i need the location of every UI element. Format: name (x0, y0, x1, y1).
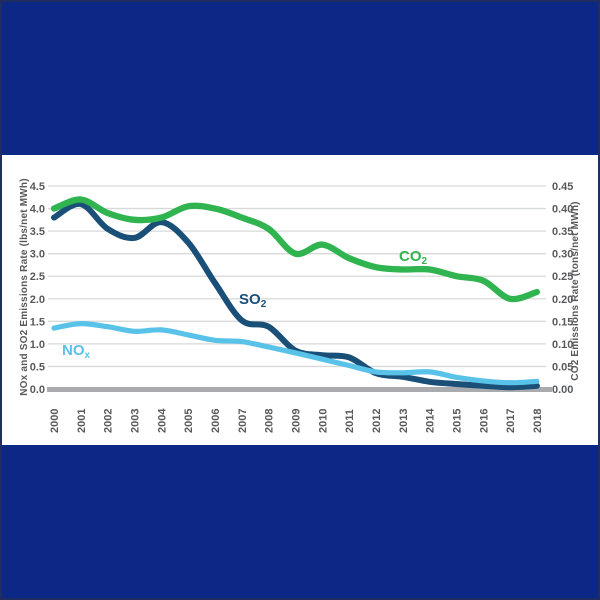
right-axis-tick-label: 0.30 (552, 249, 573, 261)
right-axis-tick-label: 0.25 (552, 271, 573, 283)
x-axis-tick-label: 2005 (183, 409, 195, 433)
right-axis-tick-label: 0.00 (552, 384, 573, 396)
series-line-nox (51, 320, 540, 386)
right-axis-title: CO2 Emissions Rate (tons/net MWh) (570, 201, 581, 380)
x-axis-tick-label: 2008 (264, 409, 276, 433)
x-axis-tick-label: 2013 (398, 409, 410, 433)
series-lines (50, 196, 541, 391)
left-axis-tick-label: 2.5 (30, 271, 45, 283)
x-axis-tick-label: 2016 (478, 409, 490, 433)
left-axis-tick-label: 2.0 (30, 294, 45, 306)
x-axis-tick-label: 2007 (237, 409, 249, 433)
right-axis-tick-label: 0.20 (552, 294, 573, 306)
x-axis-tick-label: 2017 (505, 409, 517, 433)
x-axis-tick-label: 2000 (49, 409, 61, 433)
left-axis-tick-label: 1.5 (30, 316, 45, 328)
x-axis-tick-label: 2011 (344, 409, 356, 433)
right-axis-tick-label: 0.40 (552, 204, 573, 216)
left-axis-tick-label: 4.5 (30, 181, 45, 193)
x-axis-tick-label: 2002 (103, 409, 115, 433)
right-axis-tick-label: 0.15 (552, 316, 573, 328)
x-axis-tick-label: 2015 (451, 409, 463, 433)
x-axis-tick-label: 2004 (156, 408, 168, 433)
x-axis-tick-label: 2014 (425, 408, 437, 433)
left-axis-title: NOx and SO2 Emissions Rate (lbs/net MWh) (19, 178, 30, 395)
left-axis-tick-label: 4.0 (30, 204, 45, 216)
series-labels: SO2 NOx CO2 (62, 248, 428, 361)
left-axis-tick-label: 0.5 (30, 361, 45, 373)
right-axis-tick-label: 0.10 (552, 339, 573, 351)
right-axis-tick-label: 0.05 (552, 361, 573, 373)
x-axis-tick-label: 2010 (317, 409, 329, 433)
left-axis-tick-label: 1.0 (30, 339, 45, 351)
series-line-co2 (50, 196, 541, 303)
left-axis-tick-label: 3.5 (30, 226, 45, 238)
x-axis-tick-label: 2018 (532, 409, 544, 433)
right-axis-tick-label: 0.35 (552, 226, 573, 238)
gridlines (47, 185, 552, 392)
series-label-nox: NOx (62, 342, 91, 361)
x-axis-tick-label: 2003 (129, 409, 141, 433)
left-axis-tick-label: 0.0 (30, 384, 45, 396)
x-axis-tick-label: 2001 (76, 409, 88, 433)
chart-panel (2, 155, 598, 445)
series-label-co2: CO2 (399, 248, 428, 267)
left-axis-tick-label: 3.0 (30, 249, 45, 261)
axis-tick-labels: 0.0 0.5 1.0 1.5 2.0 2.5 3.0 3.5 4.0 4.5 0.00 0.05 0.… (30, 181, 574, 433)
x-axis-tick-label: 2009 (290, 409, 302, 433)
x-axis-tick-label: 2012 (371, 409, 383, 433)
series-label-so2: SO2 (239, 291, 267, 310)
x-axis-tick-label: 2006 (210, 409, 222, 433)
right-axis-tick-label: 0.45 (552, 181, 573, 193)
